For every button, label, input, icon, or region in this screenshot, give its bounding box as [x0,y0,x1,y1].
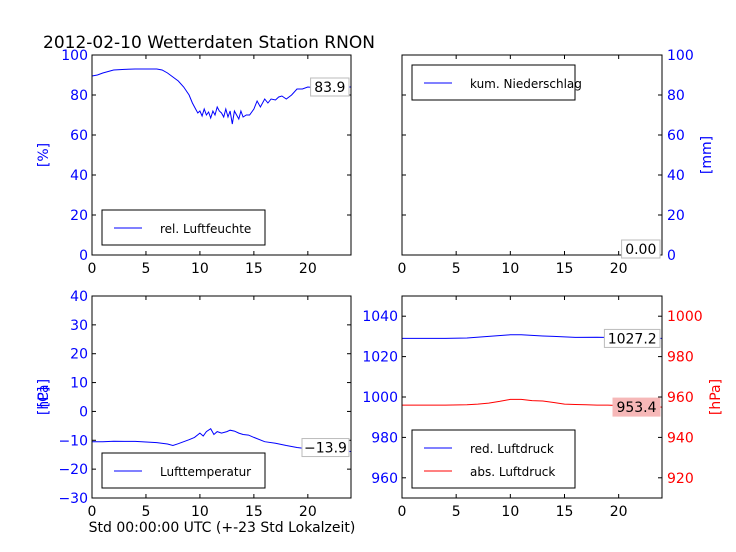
legend-label: red. Luftdruck [470,442,554,456]
figure-title: 2012-02-10 Wetterdaten Station RNON [43,33,375,53]
x-tick-label: 10 [501,261,519,277]
legend-box [411,429,576,489]
y-tick-label: 1040 [362,309,398,325]
y-tick-label: 40 [70,289,88,305]
value-annotation: 83.9 [314,80,345,96]
x-tick-label: 15 [245,504,263,520]
value-annotation: 1027.2 [608,331,657,347]
y-axis-label: [mm] [699,136,715,174]
x-tick-label: 20 [610,261,628,277]
panel-pressure: 0 5 10 15 20960980100010201040[hPa]920940960… [36,295,724,520]
legend-label: kum. Niederschlag [470,77,582,91]
x-tick-label: 20 [610,504,628,520]
x-tick-label: 5 [452,261,461,277]
value-annotation-box [603,328,661,348]
y-tick-label: 60 [70,128,88,144]
plot-frame [91,295,352,499]
y-tick-label: 100 [667,48,694,64]
y-tick-label: 20 [70,347,88,363]
y-tick-label: 1020 [362,350,398,366]
y-tick-label: 20 [667,208,685,224]
x-tick-label: 0 [398,504,407,520]
x-tick-label: 15 [245,261,263,277]
y2-tick-label: 920 [667,471,694,487]
y-tick-label: 20 [70,208,88,224]
y-tick-label: −10 [58,433,88,449]
y-tick-label: 0 [667,248,676,264]
value-annotation-box [310,77,350,97]
x-tick-label: 5 [141,261,150,277]
y2-tick-label: 960 [667,390,694,406]
y-tick-label: 60 [667,128,685,144]
series-line [92,427,352,452]
series-line [91,68,351,125]
x-tick-label: 5 [141,504,150,520]
x-tick-label: 0 [88,261,97,277]
x-tick-label: 0 [88,504,97,520]
value-annotation: 0.00 [625,242,656,258]
x-tick-label: 20 [299,261,317,277]
y2-tick-label: 940 [667,430,694,446]
x-tick-label: 20 [299,504,317,520]
y-tick-label: 80 [70,88,88,104]
legend-label: Lufttemperatur [160,465,251,479]
plot-frame [401,54,663,256]
panel-temperature: 0 5 10 15 20 −30 −20 −10 0 10 20 30 40 [C] Lufttempera… [36,289,352,520]
y2-axis-label: [hPa] [708,379,724,415]
y-tick-label: 0 [79,404,88,420]
y-axis-label: [C] [36,387,52,408]
y-tick-label: −20 [58,462,88,478]
legend-label: abs. Luftdruck [470,465,555,479]
y-tick-label: 80 [667,88,685,104]
y-tick-label: −30 [58,491,88,507]
value-annotation: 953.4 [616,400,656,416]
value-annotation: −13.9 [304,441,347,457]
panel-precipitation: 0 5 10 15 20 0 20 40 60 80 100 [mm] kum. Niederschla… [398,48,715,277]
value-annotation-box [612,397,661,417]
y-tick-label: 0 [79,248,88,264]
x-tick-label: 10 [501,504,519,520]
y-axis-label: [hPa] [36,379,52,415]
x-tick-label: 5 [452,504,461,520]
panel-humidity: 0 5 10 15 20 0 20 40 60 80 100 [%] rel. Luftfeuchte 8… [36,48,352,277]
x-tick-label: 0 [398,261,407,277]
value-annotation-box [621,239,661,259]
y-tick-label: 40 [70,168,88,184]
value-annotation-box [301,438,350,458]
x-tick-label: 15 [556,261,574,277]
x-axis-label: Std 00:00:00 UTC (+-23 Std Lokalzeit) [89,520,356,536]
y-tick-label: 1000 [362,390,398,406]
x-tick-label: 10 [191,504,209,520]
y-tick-label: 960 [371,471,398,487]
x-tick-label: 15 [556,504,574,520]
y-tick-label: 10 [70,376,88,392]
y-tick-label: 30 [70,318,88,334]
y-tick-label: 100 [61,48,88,64]
y-axis-label: [%] [36,143,52,167]
y-tick-label: 980 [371,430,398,446]
y-tick-label: 40 [667,168,685,184]
x-tick-label: 10 [191,261,209,277]
legend-label: rel. Luftfeuchte [160,222,251,236]
plot-frame [91,54,352,256]
y2-tick-label: 1000 [667,309,703,325]
y2-tick-label: 980 [667,350,694,366]
